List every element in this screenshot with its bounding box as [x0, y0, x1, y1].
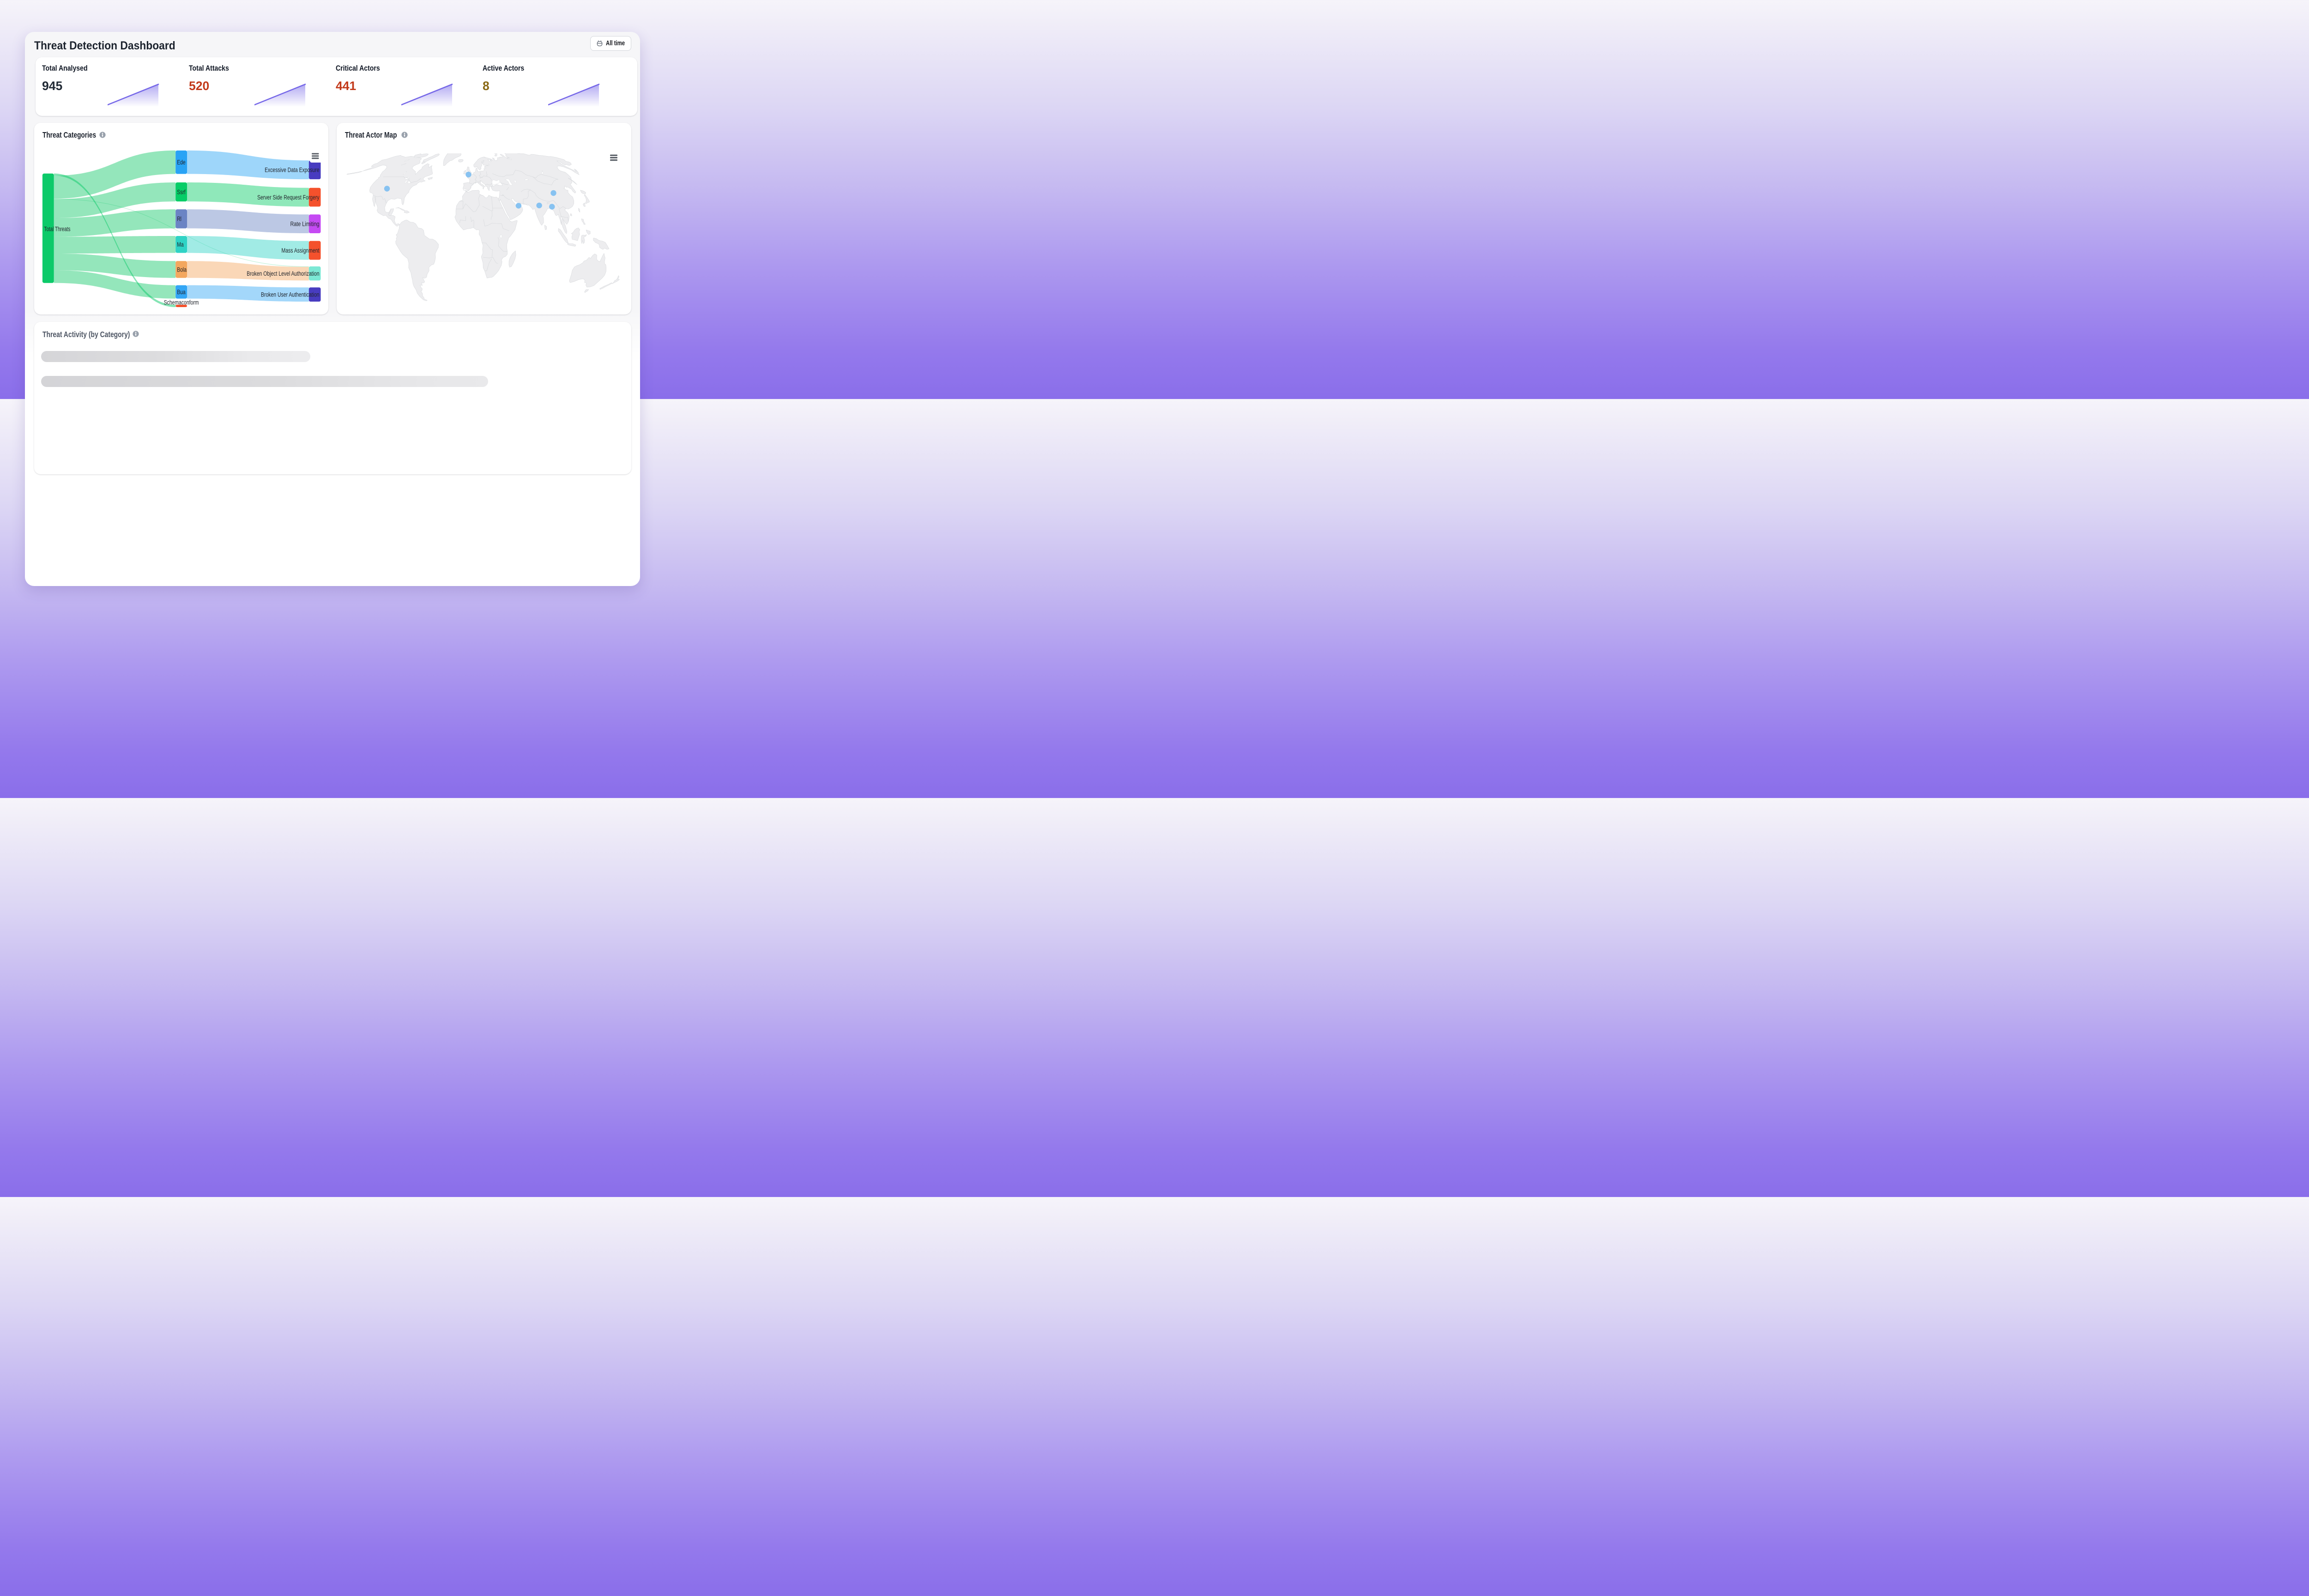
- svg-text:Rl: Rl: [177, 216, 181, 223]
- svg-text:Excessive Data Exposure: Excessive Data Exposure: [265, 167, 319, 174]
- svg-text:Rate Limiting: Rate Limiting: [290, 221, 320, 228]
- svg-text:Total Threats: Total Threats: [44, 225, 71, 232]
- svg-text:Bola: Bola: [177, 266, 187, 273]
- svg-text:Broken Object Level Authorizat: Broken Object Level Authorization: [247, 270, 319, 277]
- svg-text:Schemaconform: Schemaconform: [164, 299, 199, 306]
- svg-text:Ede: Ede: [177, 159, 186, 166]
- svg-text:Ssrf: Ssrf: [177, 188, 186, 195]
- svg-text:Mass Assignment: Mass Assignment: [282, 247, 320, 254]
- svg-text:Server Side Request Forgery: Server Side Request Forgery: [257, 194, 320, 201]
- svg-text:Ma: Ma: [177, 241, 184, 248]
- svg-text:Broken User Authentication: Broken User Authentication: [261, 291, 320, 298]
- svg-text:Bua: Bua: [177, 289, 186, 296]
